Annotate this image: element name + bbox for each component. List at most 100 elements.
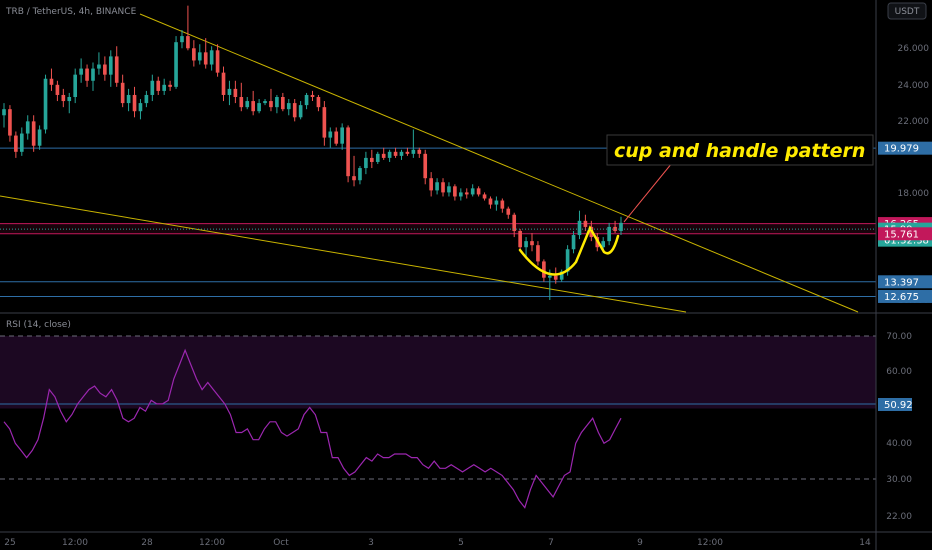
candle-body	[162, 84, 167, 91]
price-badge-text: 19.979	[884, 144, 919, 155]
candle-body	[441, 182, 445, 193]
candle-body	[156, 80, 161, 91]
candle-body	[316, 97, 321, 108]
rsi-header: RSI (14, close)	[6, 320, 71, 330]
price-badge	[878, 275, 932, 289]
candle-body	[174, 42, 178, 87]
rsi-line	[3, 348, 622, 509]
candle-body	[55, 84, 60, 95]
candle-body	[458, 192, 463, 197]
rsi-badge	[878, 398, 912, 411]
rsi-tick-label: 70.00	[886, 332, 912, 342]
candle-body	[619, 222, 623, 231]
candle-body	[97, 64, 101, 69]
candle-body	[120, 82, 125, 104]
price-pane	[0, 5, 876, 313]
candle-body	[500, 200, 505, 209]
candle-body	[393, 151, 398, 156]
candle-body	[85, 68, 89, 81]
annotation-callout: cup and handle pattern	[606, 134, 874, 166]
price-tick-label: 24.000	[898, 81, 930, 91]
price-badge-text: 13.397	[884, 277, 919, 288]
candle-body	[227, 88, 232, 95]
candle-body	[435, 182, 439, 191]
candle-body	[512, 214, 517, 231]
candle-body	[375, 153, 380, 162]
candle-body	[168, 84, 172, 87]
candle-body	[399, 151, 404, 156]
candle-body	[411, 149, 416, 154]
candle-body	[49, 78, 54, 85]
candle-body	[79, 68, 83, 75]
time-tick-label: 28	[141, 538, 153, 548]
time-tick-label: 3	[368, 538, 374, 548]
candle-body	[67, 97, 72, 102]
candle-body	[25, 121, 30, 134]
rsi-tick-label: 22.00	[886, 512, 912, 522]
candle-body	[263, 101, 267, 104]
price-badge	[878, 141, 932, 155]
price-tick-label: 26.000	[898, 44, 930, 54]
time-tick-label: 12:00	[62, 538, 88, 548]
candle-body	[8, 109, 12, 136]
candle-body	[464, 192, 469, 195]
candle-body	[577, 220, 582, 236]
candle-body	[524, 241, 528, 248]
callout-arrow	[623, 162, 673, 223]
time-tick-label: 25	[4, 538, 15, 548]
candle-body	[126, 94, 131, 104]
time-tick-label: 7	[548, 538, 554, 548]
candle-body	[328, 131, 333, 138]
candle-body	[476, 188, 481, 195]
symbol-header: TRB / TetherUS, 4h, BINANCE	[5, 7, 137, 17]
candle-body	[150, 80, 155, 95]
candle-body	[322, 107, 327, 138]
cup-handle-sketch	[518, 225, 620, 276]
candle-body	[275, 97, 279, 108]
candle-body	[387, 151, 392, 158]
price-badge-text: 15.761	[884, 229, 919, 240]
candle-body	[583, 220, 588, 227]
price-badge	[878, 289, 932, 303]
candle-body	[565, 249, 570, 272]
candle-body	[61, 94, 66, 102]
candle-body	[203, 52, 208, 65]
candle-body	[73, 74, 78, 97]
candle-body	[269, 101, 273, 108]
candle-body	[14, 135, 18, 152]
currency-button-label: USDT	[895, 7, 920, 17]
candle-body	[114, 56, 119, 83]
rsi-pane	[0, 335, 876, 509]
candle-body	[209, 50, 214, 65]
candle-body	[559, 271, 564, 280]
currency-button[interactable]: USDT	[887, 2, 927, 20]
candle-body	[417, 149, 422, 154]
candle-body	[536, 245, 540, 262]
candle-body	[334, 131, 339, 144]
candle-body	[132, 94, 137, 112]
candle-body	[43, 78, 48, 130]
price-badge-text: 12.675	[884, 292, 919, 303]
time-tick-label: 9	[637, 538, 643, 548]
time-tick-label: 12:00	[697, 538, 723, 548]
rsi-badge-text: 50.92	[884, 400, 913, 411]
candle-body	[429, 178, 433, 191]
candle-body	[31, 121, 36, 146]
candle-body	[506, 208, 511, 215]
price-tick-label: 18.000	[898, 189, 930, 199]
candle-body	[144, 94, 149, 104]
rsi-tick-label: 60.00	[886, 367, 912, 377]
candle-body	[215, 50, 220, 73]
rsi-band	[0, 336, 876, 409]
candle-body	[103, 64, 107, 75]
candle-body	[553, 275, 558, 280]
candle-body	[286, 103, 291, 110]
candle-body	[482, 194, 487, 199]
candle-body	[381, 153, 386, 158]
candle-body	[239, 97, 244, 108]
candle-body	[292, 103, 297, 118]
time-tick-label: 5	[458, 538, 464, 548]
candle-body	[37, 129, 42, 146]
